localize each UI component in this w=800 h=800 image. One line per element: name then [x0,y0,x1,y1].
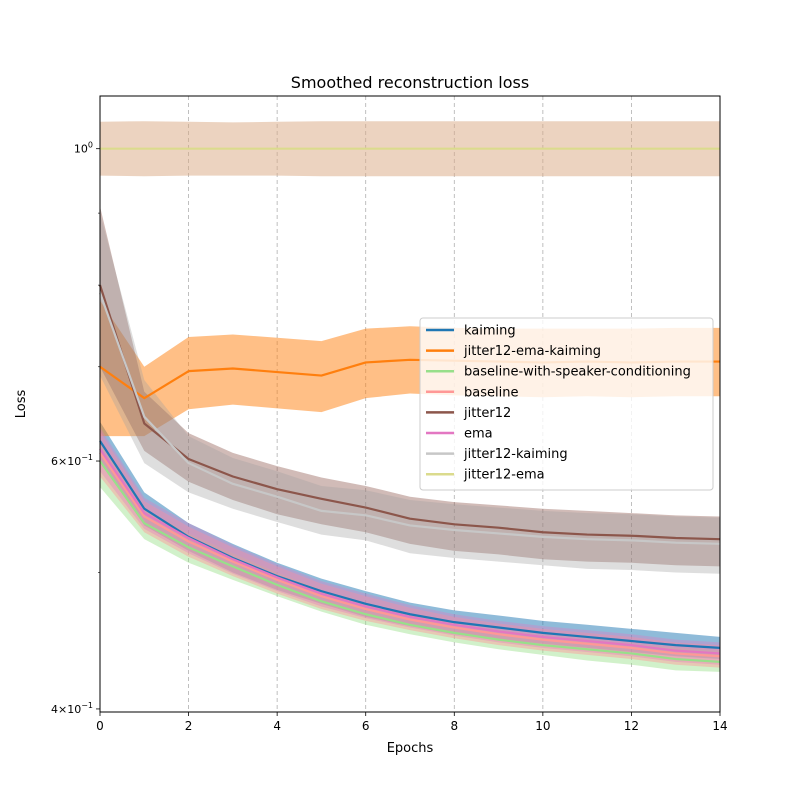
x-axis-label: Epochs [387,741,434,756]
x-tick-label: 6 [362,719,370,733]
series-line [99,452,721,658]
legend-box [419,317,714,491]
y-tick-label: 100 [74,141,93,156]
plot-frame [99,95,721,713]
x-tick-label: 12 [624,719,639,733]
legend-label: jitter12-ema [463,468,545,483]
x-tick-label: 8 [450,719,458,733]
x-tick-label: 4 [273,719,281,733]
legend-label: jitter12 [463,406,511,421]
chart-title: Smoothed reconstruction loss [291,73,529,92]
confidence-band [100,206,720,567]
x-tick-label: 0 [96,719,104,733]
series-line [98,284,721,541]
series-line [99,448,721,655]
confidence-band [100,421,720,660]
legend-label: jitter12-ema-kaiming [463,344,601,359]
series-line [98,292,721,545]
legend-label: baseline-with-speaker-conditioning [464,365,691,380]
legend-label: kaiming [464,324,516,339]
x-tick-label: 14 [712,719,727,733]
x-tick-label: 2 [185,719,193,733]
legend-label: baseline [464,385,518,400]
y-axis-label: Loss [14,390,29,419]
legend-label: jitter12-kaiming [463,447,568,462]
y-tick-label: 4×10−1 [51,701,93,716]
y-tick-label: 6×10−1 [51,453,93,468]
legend-label: ema [464,427,493,442]
x-tick-label: 10 [535,719,550,733]
series-line [99,460,721,663]
legend: kaiming jitter12-ema-kaiming baseline-with… [419,317,714,491]
axis-layer: 0 2 4 6 8 10 12 14 100 6×10−1 4×10−1 [51,141,728,733]
